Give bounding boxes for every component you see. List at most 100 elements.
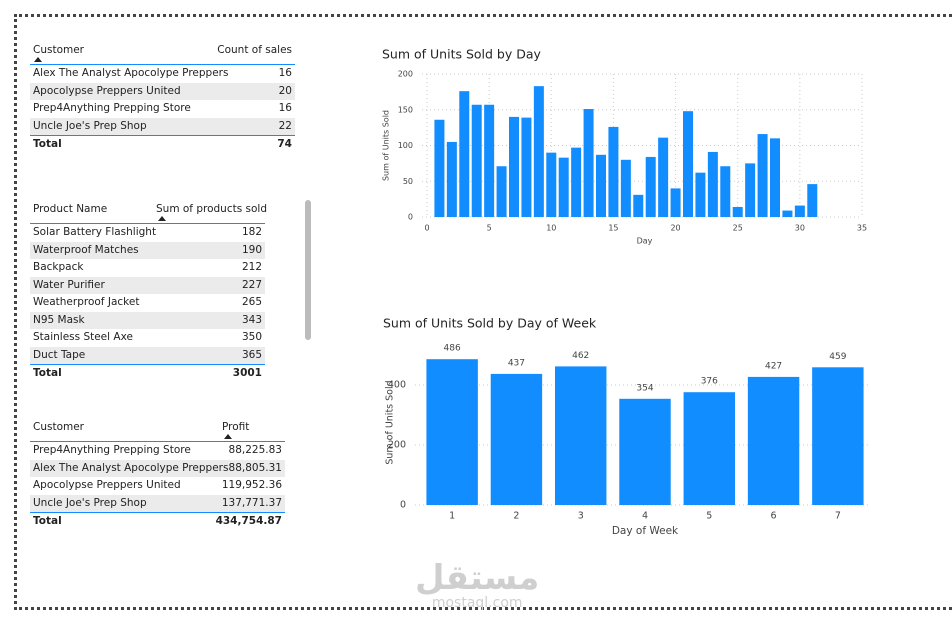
table-row: Uncle Joe's Prep Shop 137,771.37 xyxy=(30,494,285,512)
x-tick-label: 1 xyxy=(449,511,455,522)
y-tick-label: 100 xyxy=(398,141,413,150)
cell: 20 xyxy=(278,84,292,97)
cell: 350 xyxy=(241,331,262,343)
x-tick-label: 15 xyxy=(608,224,618,233)
bar xyxy=(683,111,693,217)
table-row: Uncle Joe's Prep Shop 22 xyxy=(30,117,295,135)
y-tick-label: 50 xyxy=(403,177,413,186)
bar xyxy=(747,376,800,505)
y-tick-label: 200 xyxy=(398,70,413,79)
bar xyxy=(533,86,544,217)
x-tick-label: 0 xyxy=(424,224,429,233)
table-row: Weatherproof Jacket 265 xyxy=(30,294,265,312)
cell: Backpack xyxy=(33,261,84,273)
x-tick-label: 7 xyxy=(835,511,841,522)
y-tick-label: 400 xyxy=(388,380,406,391)
cell: 365 xyxy=(241,348,262,361)
table-row: Prep4Anything Prepping Store 88,225.83 xyxy=(30,442,285,460)
table-row: Backpack 212 xyxy=(30,259,265,277)
y-tick-label: 0 xyxy=(408,213,413,222)
bar xyxy=(670,188,681,217)
header-cell: Count of sales xyxy=(217,44,292,56)
cell: Solar Battery Flashlight xyxy=(33,226,157,238)
cell: Apocolypse Preppers United xyxy=(33,479,181,491)
x-tick-label: 35 xyxy=(857,224,867,233)
header-cell: Customer xyxy=(33,421,85,433)
table-row: N95 Mask 343 xyxy=(30,311,265,329)
bar xyxy=(608,126,619,217)
watermark: مستقل mostaql.com xyxy=(415,560,539,610)
watermark-arabic: مستقل xyxy=(415,558,540,598)
cell: Stainless Steel Axe xyxy=(33,331,133,343)
cell: 16 xyxy=(278,67,292,79)
x-axis-title: Day of Week xyxy=(612,525,679,537)
data-label: 427 xyxy=(765,361,782,371)
table-row: Alex The Analyst Apocolype Preppers 88,80… xyxy=(30,459,285,477)
data-label: 462 xyxy=(572,351,589,361)
total-row: Total 3001 xyxy=(30,364,265,383)
bar xyxy=(794,205,805,217)
cell: Waterproof Matches xyxy=(33,243,139,256)
scrollbar[interactable] xyxy=(305,200,311,340)
frame xyxy=(14,14,952,610)
bar xyxy=(596,154,606,217)
cell: Weatherproof Jacket xyxy=(33,296,140,308)
x-tick-label: 2 xyxy=(513,511,519,522)
bar xyxy=(521,117,532,217)
bar xyxy=(426,359,478,505)
table: Product Name Sum of products sold Solar Ba… xyxy=(30,201,267,383)
bar xyxy=(658,137,669,217)
bar xyxy=(720,166,731,217)
x-tick-label: 30 xyxy=(795,224,805,233)
cell: 137,771.37 xyxy=(221,496,282,509)
cell: 74 xyxy=(277,138,292,150)
bar xyxy=(633,194,644,217)
table-row: Duct Tape 365 xyxy=(30,346,265,364)
bar xyxy=(620,159,631,217)
bar xyxy=(583,109,594,217)
bar xyxy=(434,119,445,217)
bar xyxy=(695,172,706,217)
bar xyxy=(757,134,768,217)
bar xyxy=(490,373,543,505)
data-label: 486 xyxy=(444,344,461,354)
y-tick-label: 150 xyxy=(398,105,413,114)
x-tick-label: 25 xyxy=(733,224,743,233)
x-tick-label: 4 xyxy=(642,511,648,522)
data-label: 376 xyxy=(701,377,718,387)
cell: 88,225.83 xyxy=(228,444,282,456)
y-axis-title: Sum of Units Sold xyxy=(382,110,391,181)
x-tick-label: 6 xyxy=(771,511,777,522)
header-cell: Profit xyxy=(222,421,250,433)
cell: 265 xyxy=(241,296,262,308)
chart-title: Sum of Units Sold by Day of Week xyxy=(383,316,597,331)
cell: Prep4Anything Prepping Store xyxy=(33,444,191,456)
data-label: 437 xyxy=(508,358,525,368)
cell: Prep4Anything Prepping Store xyxy=(33,102,191,114)
bar xyxy=(496,166,507,217)
cell: Uncle Joe's Prep Shop xyxy=(33,496,147,509)
table-row: Stainless Steel Axe 350 xyxy=(30,329,265,347)
cell: Total xyxy=(33,367,62,379)
x-tick-label: 5 xyxy=(487,224,492,233)
header-cell: Product Name xyxy=(33,203,108,215)
total-row: Total 434,754.87 xyxy=(30,512,285,531)
cell: 22 xyxy=(278,119,292,132)
cell: 3001 xyxy=(232,367,262,379)
sort-arrow xyxy=(224,434,232,439)
sort-arrow xyxy=(158,216,166,221)
x-tick-label: 3 xyxy=(578,511,584,522)
cell: Apocolypse Preppers United xyxy=(33,84,181,97)
table-row: Apocolypse Preppers United 119,952.36 xyxy=(30,477,285,495)
table: Customer Profit Prep4Anything Prepping Sto… xyxy=(30,419,285,531)
bar xyxy=(558,157,569,217)
bar xyxy=(459,91,470,217)
header-row: Customer Profit xyxy=(30,419,285,442)
bar xyxy=(471,104,482,217)
bar xyxy=(555,366,607,505)
header-row: Product Name Sum of products sold xyxy=(30,201,267,224)
table-row: Alex The Analyst Apocolype Preppers 16 xyxy=(30,65,295,83)
bar xyxy=(745,163,756,217)
bar xyxy=(484,104,495,217)
